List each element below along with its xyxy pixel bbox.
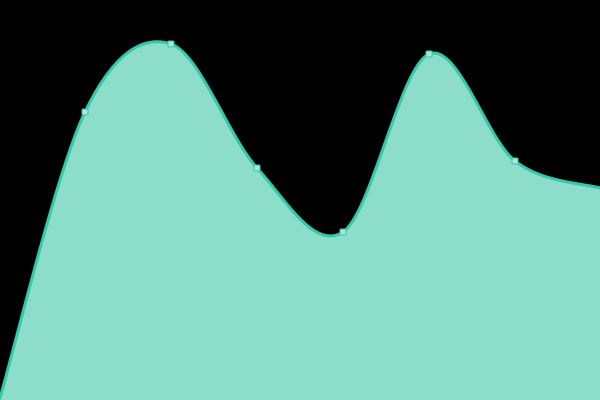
data-point-marker [339,228,347,236]
data-point-marker [511,157,519,165]
data-point-marker [167,40,175,48]
data-point-marker [253,164,261,172]
area-line-path [0,40,600,400]
area-fill-path [0,41,600,400]
data-point-marker [425,50,433,58]
data-point-marker [81,108,89,116]
data-point-markers [81,40,519,236]
